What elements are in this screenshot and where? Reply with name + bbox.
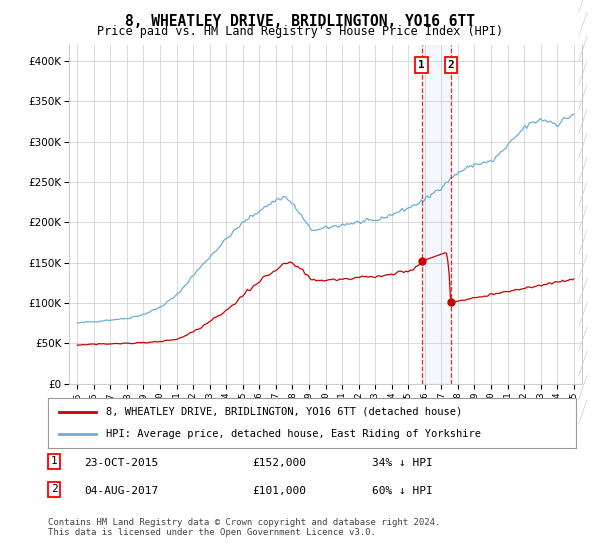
Text: Contains HM Land Registry data © Crown copyright and database right 2024.
This d: Contains HM Land Registry data © Crown c… <box>48 518 440 538</box>
Text: 2: 2 <box>448 60 454 70</box>
Text: 2: 2 <box>50 484 58 494</box>
Text: 1: 1 <box>418 60 425 70</box>
Text: 8, WHEATLEY DRIVE, BRIDLINGTON, YO16 6TT (detached house): 8, WHEATLEY DRIVE, BRIDLINGTON, YO16 6TT… <box>106 407 463 417</box>
Text: 04-AUG-2017: 04-AUG-2017 <box>84 486 158 496</box>
Text: 8, WHEATLEY DRIVE, BRIDLINGTON, YO16 6TT: 8, WHEATLEY DRIVE, BRIDLINGTON, YO16 6TT <box>125 14 475 29</box>
Text: 1: 1 <box>50 456 58 466</box>
Text: 60% ↓ HPI: 60% ↓ HPI <box>372 486 433 496</box>
Text: £101,000: £101,000 <box>252 486 306 496</box>
Text: £152,000: £152,000 <box>252 458 306 468</box>
Text: HPI: Average price, detached house, East Riding of Yorkshire: HPI: Average price, detached house, East… <box>106 429 481 439</box>
Text: Price paid vs. HM Land Registry's House Price Index (HPI): Price paid vs. HM Land Registry's House … <box>97 25 503 38</box>
Bar <box>422 45 451 384</box>
Text: 34% ↓ HPI: 34% ↓ HPI <box>372 458 433 468</box>
Text: 23-OCT-2015: 23-OCT-2015 <box>84 458 158 468</box>
